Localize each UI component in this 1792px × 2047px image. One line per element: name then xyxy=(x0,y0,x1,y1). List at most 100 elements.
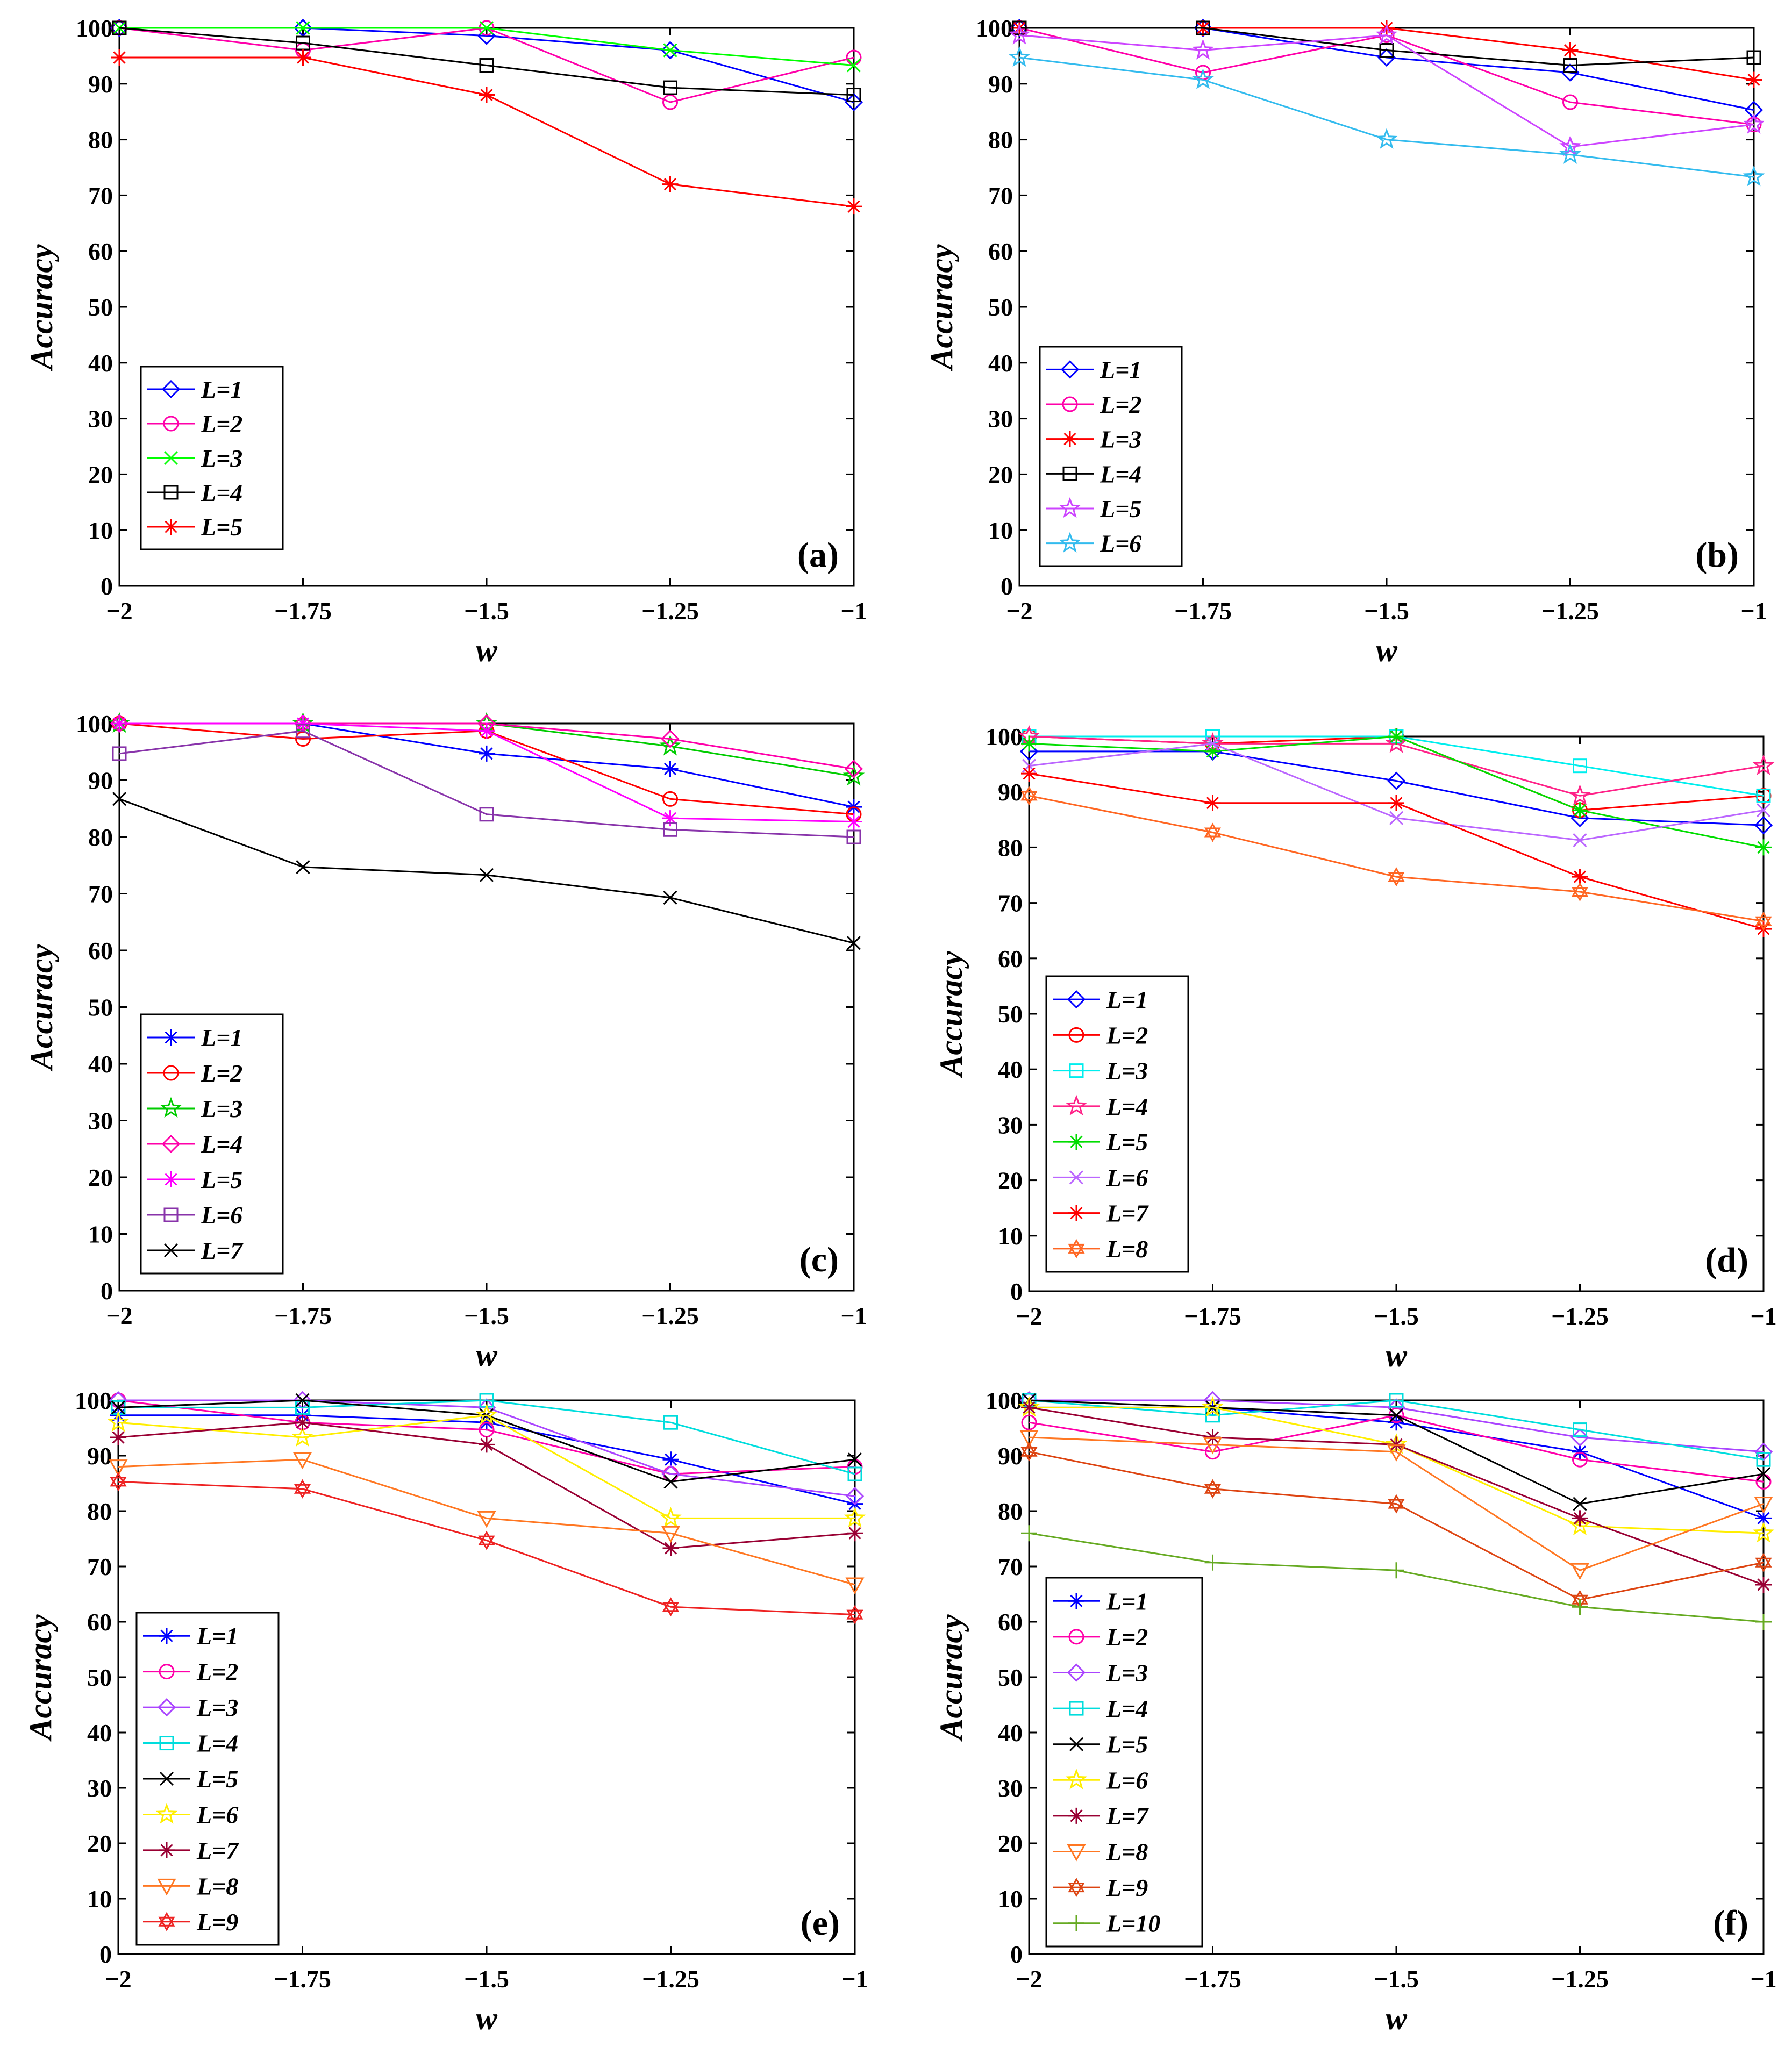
legend-label: L=2 xyxy=(201,410,242,438)
legend-label: L=4 xyxy=(201,1130,242,1158)
panel-b: 0 10 20 30 40 50 60 70 80 90 100 −2 −1.75 −1.5 −1.25 −1… xyxy=(924,15,1767,668)
data-point xyxy=(1203,1437,1223,1455)
data-point xyxy=(296,724,310,739)
x-tick-label: −1.25 xyxy=(641,1302,699,1329)
data-point xyxy=(291,1426,313,1447)
y-tick-label: 80 xyxy=(998,834,1023,861)
legend-item: L=2 xyxy=(147,410,242,438)
data-point xyxy=(1756,1452,1771,1467)
legend-label: L=6 xyxy=(196,1801,238,1828)
y-tick-label: 30 xyxy=(88,405,113,433)
legend-marker xyxy=(163,450,179,466)
y-axis-label: Accuracy xyxy=(23,1614,58,1742)
legend: L=1 L=2 L=3 L=4 L=5 xyxy=(140,366,284,550)
series-line xyxy=(1029,735,1764,797)
data-point xyxy=(845,1487,865,1506)
legend-marker xyxy=(1065,1769,1088,1790)
series-line xyxy=(118,1399,855,1475)
series-l-6 xyxy=(112,724,861,844)
legend-marker xyxy=(158,1912,175,1931)
data-point xyxy=(1562,42,1579,59)
legend-item: L=3 xyxy=(147,1095,242,1122)
data-point xyxy=(1019,1430,1039,1448)
legend-label: L=1 xyxy=(1106,986,1148,1013)
x-tick-label: −1.5 xyxy=(464,1302,509,1329)
data-point xyxy=(1573,1497,1587,1511)
series-l-8 xyxy=(109,1452,865,1595)
data-point xyxy=(1746,50,1761,65)
data-point xyxy=(479,868,494,882)
x-axis-label: w xyxy=(1376,633,1398,668)
x-tick-label: −1.75 xyxy=(274,1302,332,1329)
series-line xyxy=(1029,1451,1764,1601)
data-point xyxy=(1754,1497,1773,1514)
legend-marker xyxy=(1068,1134,1084,1150)
x-tick-label: −1.75 xyxy=(1184,1302,1241,1330)
legend-marker xyxy=(155,1803,178,1824)
legend-item: L=4 xyxy=(1046,460,1141,488)
legend-label: L=5 xyxy=(1106,1128,1148,1156)
panel-label: (b) xyxy=(1695,535,1739,575)
data-point xyxy=(109,1459,128,1477)
y-tick-label: 20 xyxy=(88,1164,113,1191)
y-axis-label: Accuracy xyxy=(24,244,59,372)
data-point xyxy=(1388,728,1404,745)
data-point xyxy=(1388,1494,1405,1514)
x-tick-label: −2 xyxy=(1016,1302,1042,1330)
data-point xyxy=(846,58,861,73)
data-point xyxy=(110,18,129,38)
x-tick-label: −2 xyxy=(106,597,132,625)
legend-label: L=9 xyxy=(1106,1874,1148,1901)
legend-marker xyxy=(159,1842,175,1858)
data-point xyxy=(662,94,678,110)
legend-marker xyxy=(163,416,179,432)
data-point xyxy=(296,20,310,35)
data-point xyxy=(1389,1393,1404,1408)
y-tick-label: 50 xyxy=(998,1664,1023,1691)
legend-label: L=5 xyxy=(1100,495,1141,523)
legend-label: L=3 xyxy=(1106,1659,1148,1687)
data-point xyxy=(846,813,862,830)
data-point xyxy=(662,176,679,192)
legend: L=1 L=2 L=3 L=4 L=5 L=6 L=7 L=8 xyxy=(1045,975,1189,1273)
y-tick-label: 30 xyxy=(988,405,1013,433)
y-tick-label: 100 xyxy=(986,723,1023,750)
legend-marker xyxy=(163,1029,179,1046)
legend-label: L=1 xyxy=(201,1024,242,1051)
series-l-8 xyxy=(1019,1430,1773,1580)
legend-label: L=8 xyxy=(1106,1235,1148,1263)
data-point xyxy=(1754,815,1773,835)
data-point xyxy=(1755,1576,1772,1593)
legend-item: L=8 xyxy=(143,1872,238,1900)
data-point xyxy=(479,807,494,822)
legend-marker xyxy=(1068,1239,1085,1258)
data-point xyxy=(663,822,677,837)
data-point xyxy=(1388,867,1405,887)
y-tick-label: 90 xyxy=(88,767,113,795)
data-point xyxy=(1752,1521,1775,1543)
legend-item: L=5 xyxy=(147,513,242,541)
y-tick-label: 40 xyxy=(988,349,1013,377)
data-point xyxy=(479,745,495,762)
y-tick-label: 40 xyxy=(998,1719,1023,1747)
data-point xyxy=(846,1605,863,1624)
data-point xyxy=(112,746,127,761)
data-point xyxy=(1755,1510,1772,1527)
series-line xyxy=(1029,1399,1764,1461)
legend-marker xyxy=(1069,1170,1084,1185)
data-point xyxy=(295,49,311,66)
data-point xyxy=(1202,1396,1224,1417)
legend-marker xyxy=(1068,1629,1084,1645)
series-l-5 xyxy=(1021,728,1772,856)
data-point xyxy=(1573,833,1587,848)
legend-item: L=10 xyxy=(1053,1910,1160,1937)
data-point xyxy=(1754,1442,1773,1461)
y-tick-label: 50 xyxy=(87,1664,112,1691)
legend-label: L=10 xyxy=(1106,1910,1160,1937)
legend-item: L=2 xyxy=(1053,1021,1148,1049)
legend-item: L=8 xyxy=(1053,1235,1148,1263)
legend-label: L=2 xyxy=(196,1658,238,1686)
data-point xyxy=(843,764,865,786)
legend-label: L=8 xyxy=(1106,1838,1148,1866)
